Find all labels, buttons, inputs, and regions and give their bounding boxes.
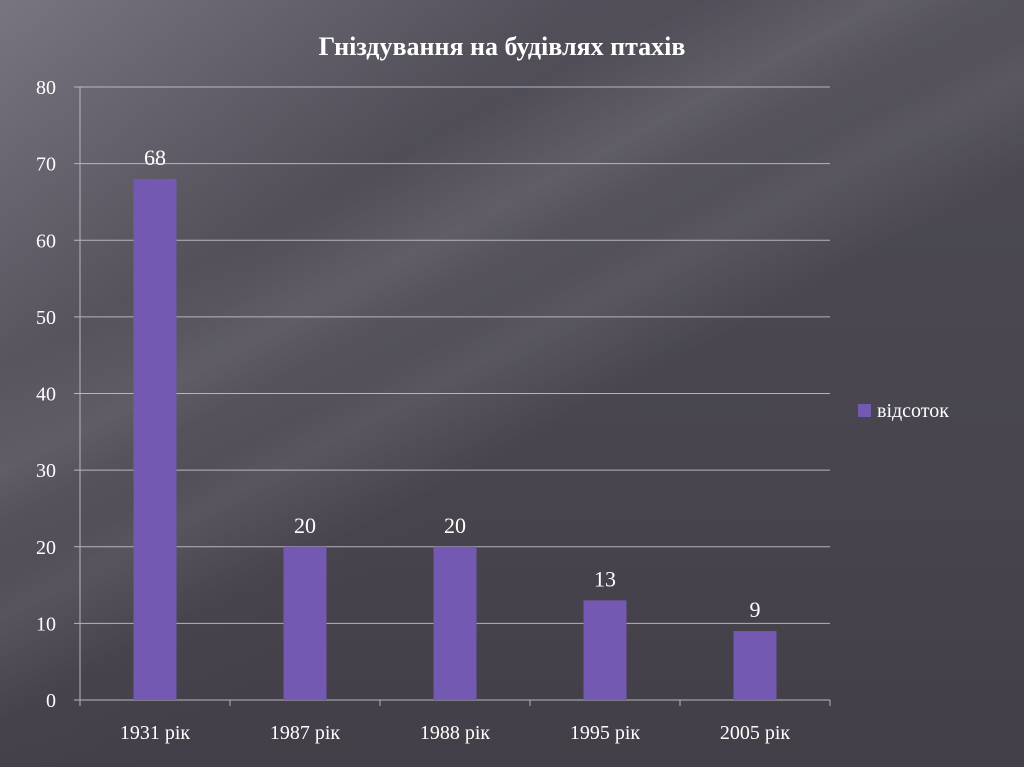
chart-title: Гніздування на будівлях птахів [319, 32, 686, 61]
data-labels: 68 20 20 13 9 [144, 145, 761, 622]
x-tick-label: 1931 рік [120, 722, 191, 744]
x-tick-label: 1987 рік [270, 722, 341, 744]
gridlines [80, 86, 830, 624]
y-tick-label: 70 [36, 154, 56, 176]
data-label: 9 [750, 597, 761, 622]
bar [133, 178, 177, 700]
data-label: 20 [444, 513, 466, 538]
y-tick-label: 60 [36, 230, 56, 252]
y-tick-label: 40 [36, 384, 56, 406]
bars [133, 178, 777, 700]
bar [733, 631, 777, 700]
y-tick-label: 50 [36, 307, 56, 329]
bar [283, 546, 327, 700]
y-tick-label: 0 [46, 690, 56, 712]
bar [583, 600, 627, 700]
data-label: 20 [294, 513, 316, 538]
data-label: 13 [594, 566, 616, 591]
legend-swatch [858, 404, 871, 417]
x-tick-label: 2005 рік [720, 722, 791, 744]
x-tick-label: 1995 рік [570, 722, 641, 744]
bar [433, 546, 477, 700]
x-axis: 1931 рік 1987 рік 1988 рік 1995 рік 2005 рік [79, 699, 831, 744]
x-tick-label: 1988 рік [420, 722, 491, 744]
y-axis: 0 10 20 30 40 50 60 70 80 [36, 77, 81, 712]
y-tick-label: 10 [36, 613, 56, 635]
legend: відсоток [858, 400, 949, 422]
y-tick-label: 30 [36, 460, 56, 482]
y-tick-label: 20 [36, 537, 56, 559]
legend-label: відсоток [877, 400, 949, 422]
data-label: 68 [144, 145, 166, 170]
y-tick-label: 80 [36, 77, 56, 99]
